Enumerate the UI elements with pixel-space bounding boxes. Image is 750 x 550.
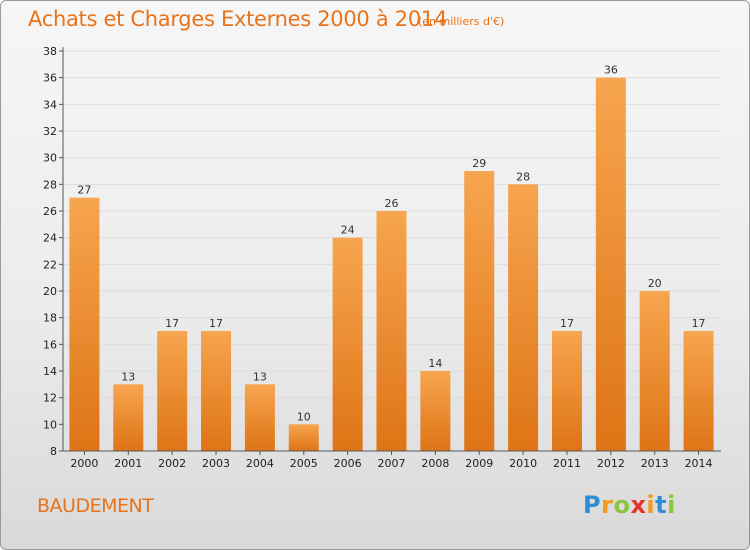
y-tick-label: 36: [43, 72, 57, 85]
logo-letter: o: [613, 491, 631, 519]
logo-letter: i: [646, 491, 656, 519]
logo-letter: x: [630, 491, 647, 519]
bar-value-label: 17: [560, 317, 574, 330]
x-tick-label: 2009: [465, 457, 493, 470]
x-tick-label: 2005: [290, 457, 318, 470]
bar: [288, 424, 319, 451]
bar: [639, 291, 670, 451]
bar: [332, 237, 363, 451]
bar-value-label: 20: [648, 277, 662, 290]
x-tick-label: 2006: [334, 457, 362, 470]
x-tick-label: 2000: [70, 457, 98, 470]
x-tick-label: 2010: [509, 457, 537, 470]
x-tick-label: 2013: [641, 457, 669, 470]
bar: [244, 384, 275, 451]
chart-subtitle: (en milliers d'€): [418, 15, 505, 28]
y-tick-label: 34: [43, 98, 57, 111]
y-tick-label: 22: [43, 258, 57, 271]
x-tick-label: 2004: [246, 457, 274, 470]
bar: [595, 77, 626, 452]
commune-name: BAUDEMENT: [37, 495, 154, 517]
bar-value-label: 17: [692, 317, 706, 330]
bar-value-label: 13: [253, 370, 267, 383]
y-tick-label: 32: [43, 125, 57, 138]
y-tick-label: 14: [43, 365, 57, 378]
proxiti-logo: Proxiti: [583, 491, 676, 519]
logo-letter: i: [667, 491, 676, 519]
y-tick-label: 20: [43, 285, 57, 298]
bar-value-label: 17: [165, 317, 179, 330]
bar-value-label: 24: [341, 224, 355, 237]
bar-value-label: 26: [385, 197, 399, 210]
bar: [157, 331, 188, 451]
x-tick-label: 2001: [114, 457, 142, 470]
y-tick-label: 26: [43, 205, 57, 218]
y-tick-label: 10: [43, 418, 57, 431]
bar: [113, 384, 144, 451]
y-tick-label: 16: [43, 338, 57, 351]
bar: [508, 184, 539, 452]
bar-value-label: 29: [472, 157, 486, 170]
logo-letter: t: [655, 491, 668, 519]
bar-value-label: 27: [77, 184, 91, 197]
y-tick-label: 30: [43, 152, 57, 165]
y-tick-label: 12: [43, 392, 57, 405]
bar: [69, 197, 100, 451]
bar: [201, 331, 232, 451]
x-tick-label: 2012: [597, 457, 625, 470]
bar: [376, 211, 407, 451]
y-tick-label: 38: [43, 45, 57, 58]
chart-title: Achats et Charges Externes 2000 à 2014: [28, 7, 448, 31]
bar-value-label: 10: [297, 410, 311, 423]
bar-value-label: 36: [604, 64, 618, 77]
bar-value-label: 17: [209, 317, 223, 330]
x-tick-label: 2014: [685, 457, 713, 470]
y-tick-label: 28: [43, 178, 57, 191]
logo-letter: P: [583, 491, 602, 519]
x-tick-label: 2008: [421, 457, 449, 470]
bar: [683, 331, 714, 451]
x-tick-label: 2003: [202, 457, 230, 470]
bar: [420, 371, 451, 451]
y-tick-label: 24: [43, 232, 57, 245]
x-tick-label: 2002: [158, 457, 186, 470]
y-tick-label: 18: [43, 312, 57, 325]
bar-value-label: 13: [121, 370, 135, 383]
bar-value-label: 14: [428, 357, 442, 370]
bar-value-label: 28: [516, 170, 530, 183]
x-tick-label: 2007: [378, 457, 406, 470]
bar: [551, 331, 582, 451]
x-tick-label: 2011: [553, 457, 581, 470]
y-tick-label: 8: [50, 445, 57, 458]
bar: [464, 171, 495, 451]
logo-letter: r: [601, 491, 614, 519]
